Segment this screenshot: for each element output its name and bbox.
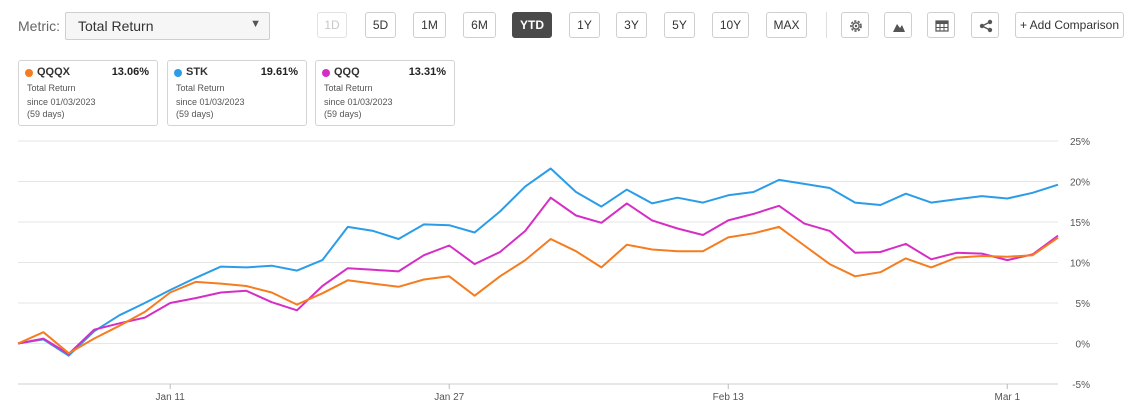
card-since: since 01/03/2023: [324, 97, 393, 107]
legend-card-qqqx[interactable]: QQQX 13.06% Total Return since 01/03/202…: [18, 60, 158, 126]
y-tick-label: 25%: [1070, 137, 1090, 148]
card-ticker: STK: [186, 66, 208, 78]
gear-icon: [850, 20, 862, 32]
series-line-qqqx: [17, 225, 1059, 355]
card-value: 13.06%: [111, 66, 149, 78]
card-days: (59 days): [176, 109, 214, 119]
period-button-1m[interactable]: 1M: [413, 12, 446, 38]
y-tick-label: 0%: [1076, 340, 1091, 351]
mountain-chart-icon: [893, 24, 905, 32]
table-icon: [935, 20, 949, 32]
metric-select[interactable]: Total Return ▼: [65, 12, 270, 40]
series-line-qqq: [17, 196, 1059, 355]
series-color-dot: [25, 69, 33, 77]
period-button-6m[interactable]: 6M: [463, 12, 496, 38]
metric-select-value: Total Return: [78, 18, 154, 34]
legend-card-stk[interactable]: STK 19.61% Total Return since 01/03/2023…: [167, 60, 307, 126]
y-tick-label: -5%: [1072, 380, 1090, 391]
period-button-5y[interactable]: 5Y: [664, 12, 695, 38]
card-value: 19.61%: [260, 66, 298, 78]
period-button-10y[interactable]: 10Y: [712, 12, 749, 38]
share-icon: [979, 19, 993, 33]
card-ticker: QQQX: [37, 66, 71, 78]
period-button-1d[interactable]: 1D: [317, 12, 347, 38]
y-tick-label: 5%: [1076, 299, 1091, 310]
metric-label: Metric:: [18, 18, 60, 34]
settings-button[interactable]: [841, 12, 869, 38]
chevron-down-icon: ▼: [250, 18, 261, 30]
card-days: (59 days): [324, 109, 362, 119]
x-tick-label: Jan 11: [156, 392, 186, 403]
period-button-5d[interactable]: 5D: [365, 12, 396, 38]
card-ticker: QQQ: [334, 66, 360, 78]
toolbar-divider: [826, 12, 827, 38]
add-comparison-button[interactable]: + Add Comparison: [1015, 12, 1124, 38]
x-tick-label: Jan 27: [434, 392, 464, 403]
y-tick-label: 15%: [1070, 218, 1090, 229]
legend-card-qqq[interactable]: QQQ 13.31% Total Return since 01/03/2023…: [315, 60, 455, 126]
total-return-chart[interactable]: 25% 20% 15% 10% 5% 0% -5% Jan 11 Jan 27 Feb 13 Mar…: [0, 130, 1135, 420]
x-tick-label: Feb 13: [713, 392, 745, 403]
series-color-dot: [174, 69, 182, 77]
period-button-1y[interactable]: 1Y: [569, 12, 600, 38]
series-color-dot: [322, 69, 330, 77]
card-days: (59 days): [27, 109, 65, 119]
y-tick-label: 20%: [1070, 178, 1090, 189]
card-metric: Total Return: [176, 83, 225, 93]
card-metric: Total Return: [324, 83, 373, 93]
series-line-stk: [17, 167, 1059, 357]
toolbar: Metric: Total Return ▼ 1D 5D 1M 6M YTD 1…: [0, 0, 1135, 52]
x-tick-label: Mar 1: [994, 392, 1020, 403]
period-button-3y[interactable]: 3Y: [616, 12, 647, 38]
period-button-ytd[interactable]: YTD: [512, 12, 552, 38]
card-metric: Total Return: [27, 83, 76, 93]
share-button[interactable]: [971, 12, 999, 38]
chart-type-button[interactable]: [884, 12, 912, 38]
table-view-button[interactable]: [927, 12, 955, 38]
y-tick-label: 10%: [1070, 259, 1090, 270]
card-value: 13.31%: [408, 66, 446, 78]
card-since: since 01/03/2023: [27, 97, 96, 107]
period-button-max[interactable]: MAX: [766, 12, 807, 38]
card-since: since 01/03/2023: [176, 97, 245, 107]
